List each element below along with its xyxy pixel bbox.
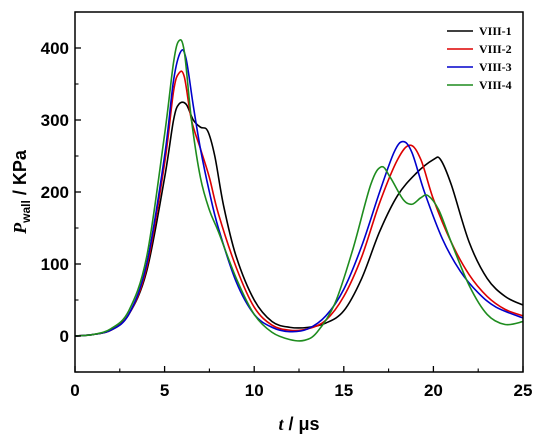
plot-frame bbox=[74, 11, 524, 373]
axes-layer: 0 5 10 15 20 25 0 100 200 300 400 bbox=[41, 11, 533, 400]
series-line-3 bbox=[75, 49, 523, 337]
x-tick-label: 15 bbox=[334, 381, 353, 400]
x-axis-unit: / μs bbox=[283, 414, 319, 434]
legend-label-3: VIII-3 bbox=[479, 60, 512, 74]
y-tick-label: 100 bbox=[41, 255, 69, 274]
y-tick-label: 200 bbox=[41, 183, 69, 202]
y-axis-title: Pwall / KPa bbox=[10, 149, 33, 235]
series-layer bbox=[75, 39, 523, 342]
y-tick-label: 300 bbox=[41, 111, 69, 130]
x-tick-label: 0 bbox=[70, 381, 79, 400]
y-axis-unit: / KPa bbox=[10, 149, 30, 200]
series-line-4 bbox=[75, 39, 523, 342]
x-axis-title: t / μs bbox=[278, 414, 319, 434]
y-tick-label: 0 bbox=[60, 327, 69, 346]
series-line-2 bbox=[75, 70, 523, 337]
legend-label-1: VIII-1 bbox=[479, 24, 512, 38]
y-axis-subscript: wall bbox=[19, 200, 33, 224]
x-tick-label: 25 bbox=[514, 381, 533, 400]
series-line-1 bbox=[75, 101, 523, 337]
y-axis-variable: P bbox=[10, 222, 30, 235]
legend-label-4: VIII-4 bbox=[479, 78, 512, 92]
y-tick-label: 400 bbox=[41, 39, 69, 58]
x-tick-label: 20 bbox=[424, 381, 443, 400]
legend: VIII-1 VIII-2 VIII-3 VIII-4 bbox=[447, 24, 512, 92]
x-tick-label: 5 bbox=[160, 381, 169, 400]
x-axis-variable: t bbox=[278, 414, 284, 434]
x-tick-label: 10 bbox=[245, 381, 264, 400]
legend-label-2: VIII-2 bbox=[479, 42, 512, 56]
